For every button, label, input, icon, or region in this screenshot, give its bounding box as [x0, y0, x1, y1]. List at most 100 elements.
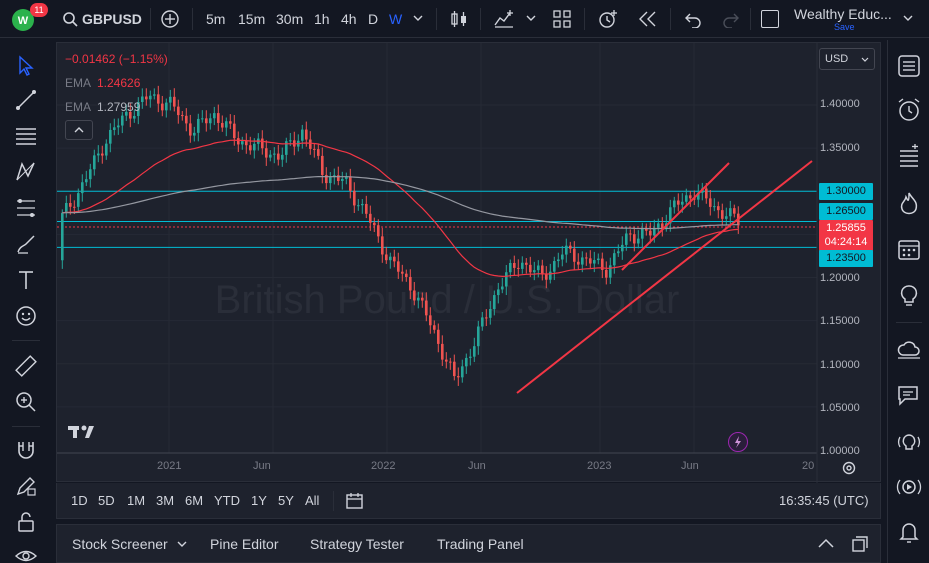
- candle-body: [601, 258, 604, 270]
- candle-body: [361, 203, 364, 206]
- brush-tool-icon[interactable]: [14, 232, 38, 256]
- utc-clock[interactable]: 16:35:45 (UTC): [779, 493, 869, 508]
- candle-body: [161, 103, 164, 111]
- lock-icon[interactable]: [14, 510, 38, 534]
- magnet-icon[interactable]: [14, 438, 38, 462]
- ema-slow-label[interactable]: EMA: [65, 100, 92, 114]
- compare-symbol-icon[interactable]: [160, 9, 180, 29]
- level-tag-1235: 1.23500: [819, 250, 873, 267]
- layout-square-icon[interactable]: [761, 10, 779, 28]
- app-logo-icon[interactable]: W: [10, 6, 40, 32]
- price-chart-canvas[interactable]: British Pound / U.S. Dollar: [57, 43, 882, 483]
- zoom-in-icon[interactable]: [14, 390, 38, 414]
- ruler-icon[interactable]: [14, 354, 38, 378]
- lock-drawing-pencil-icon[interactable]: [14, 474, 38, 498]
- range-5y[interactable]: 5Y: [278, 493, 294, 508]
- interval-30m[interactable]: 30m: [276, 11, 304, 27]
- interval-1h[interactable]: 1h: [314, 11, 330, 27]
- hotlist-flame-icon[interactable]: [896, 191, 922, 217]
- candle-body: [449, 361, 452, 363]
- interval-5m[interactable]: 5m: [206, 11, 226, 27]
- watchlist-icon[interactable]: [896, 53, 922, 79]
- candle-body: [141, 96, 144, 103]
- layout-name[interactable]: Wealthy Educ...: [794, 6, 892, 22]
- tab-pine-editor[interactable]: Pine Editor: [210, 536, 279, 552]
- interval-15m[interactable]: 15m: [238, 11, 266, 27]
- indicators-chevron-icon[interactable]: [526, 15, 536, 23]
- candle-body: [173, 96, 176, 107]
- emoji-tool-icon[interactable]: [14, 304, 38, 328]
- candle-body: [501, 286, 504, 290]
- ema-fast-value: 1.24626: [97, 76, 141, 90]
- candle-body: [425, 300, 428, 316]
- symbol-search[interactable]: GBPUSD: [82, 11, 142, 27]
- horizontal-lines-icon[interactable]: [14, 124, 38, 148]
- save-label[interactable]: Save: [834, 22, 855, 32]
- range-3m[interactable]: 3M: [156, 493, 175, 508]
- chats-icon[interactable]: [896, 383, 922, 409]
- text-tool-icon[interactable]: [14, 268, 38, 292]
- range-all[interactable]: All: [305, 493, 320, 508]
- screener-chevron-icon[interactable]: [177, 541, 187, 549]
- currency-select[interactable]: USD: [819, 48, 875, 70]
- range-6m[interactable]: 6M: [185, 493, 204, 508]
- interval-d[interactable]: D: [368, 11, 379, 27]
- collapse-legend-button[interactable]: [65, 120, 93, 140]
- panel-expand-chevron-icon[interactable]: [817, 537, 835, 549]
- candle-body: [453, 361, 456, 377]
- range-1m[interactable]: 1M: [127, 493, 146, 508]
- candles-chart-type-icon[interactable]: [449, 9, 469, 29]
- streams-play-icon[interactable]: [896, 474, 922, 500]
- candle-body: [321, 155, 324, 175]
- eye-icon[interactable]: [14, 544, 38, 563]
- chart-settings-gear-icon[interactable]: [841, 460, 857, 476]
- tab-stock-screener[interactable]: Stock Screener: [72, 536, 168, 552]
- interval-4h[interactable]: 4h: [341, 11, 357, 27]
- ema-fast-label[interactable]: EMA: [65, 76, 92, 90]
- interval-w[interactable]: W: [389, 11, 403, 27]
- candle-body: [137, 102, 140, 116]
- go-to-date-icon[interactable]: [345, 491, 365, 511]
- range-1y[interactable]: 1Y: [251, 493, 267, 508]
- range-1d[interactable]: 1D: [71, 493, 88, 508]
- maximize-panel-icon[interactable]: [851, 535, 869, 553]
- candle-body: [713, 206, 716, 208]
- streams-lightbulb-icon[interactable]: [896, 429, 922, 455]
- undo-icon[interactable]: [684, 10, 702, 28]
- chevron-down-icon[interactable]: [413, 15, 423, 23]
- range-ytd[interactable]: YTD: [214, 493, 240, 508]
- date-axis-label: 2023: [587, 460, 612, 472]
- lightning-event-icon[interactable]: [728, 432, 748, 452]
- candle-body: [81, 182, 84, 194]
- pattern-tool-icon[interactable]: [14, 160, 38, 184]
- cursor-icon[interactable]: [14, 54, 38, 78]
- candle-body: [365, 203, 368, 214]
- range-5d[interactable]: 5D: [98, 493, 115, 508]
- news-cloud-icon[interactable]: [896, 337, 922, 363]
- notifications-bell-icon[interactable]: [896, 519, 922, 545]
- forecast-tool-icon[interactable]: [14, 196, 38, 220]
- templates-icon[interactable]: [552, 9, 572, 29]
- alarm-clock-icon[interactable]: [896, 97, 922, 123]
- chart-pane[interactable]: British Pound / U.S. Dollar −0.01462 (−1…: [56, 42, 882, 483]
- search-icon[interactable]: [62, 11, 78, 27]
- candle-body: [217, 113, 220, 123]
- alert-clock-icon[interactable]: [597, 8, 619, 30]
- candle-body: [109, 129, 112, 144]
- ideas-lightbulb-icon[interactable]: [896, 283, 922, 309]
- candle-body: [525, 262, 528, 265]
- candle-body: [73, 206, 76, 208]
- calendar-icon[interactable]: [896, 236, 922, 262]
- indicators-icon[interactable]: [493, 9, 515, 29]
- candle-body: [233, 123, 236, 139]
- tab-trading-panel[interactable]: Trading Panel: [437, 536, 524, 552]
- replay-icon[interactable]: [638, 10, 658, 28]
- candle-body: [325, 174, 328, 184]
- trendline-tool-icon[interactable]: [14, 88, 38, 112]
- candle-body: [117, 125, 120, 128]
- layout-chevron-icon[interactable]: [903, 15, 913, 23]
- tab-strategy-tester[interactable]: Strategy Tester: [310, 536, 404, 552]
- tradingview-logo-icon[interactable]: [67, 423, 101, 441]
- redo-icon[interactable]: [722, 10, 740, 28]
- data-window-icon[interactable]: [896, 143, 922, 169]
